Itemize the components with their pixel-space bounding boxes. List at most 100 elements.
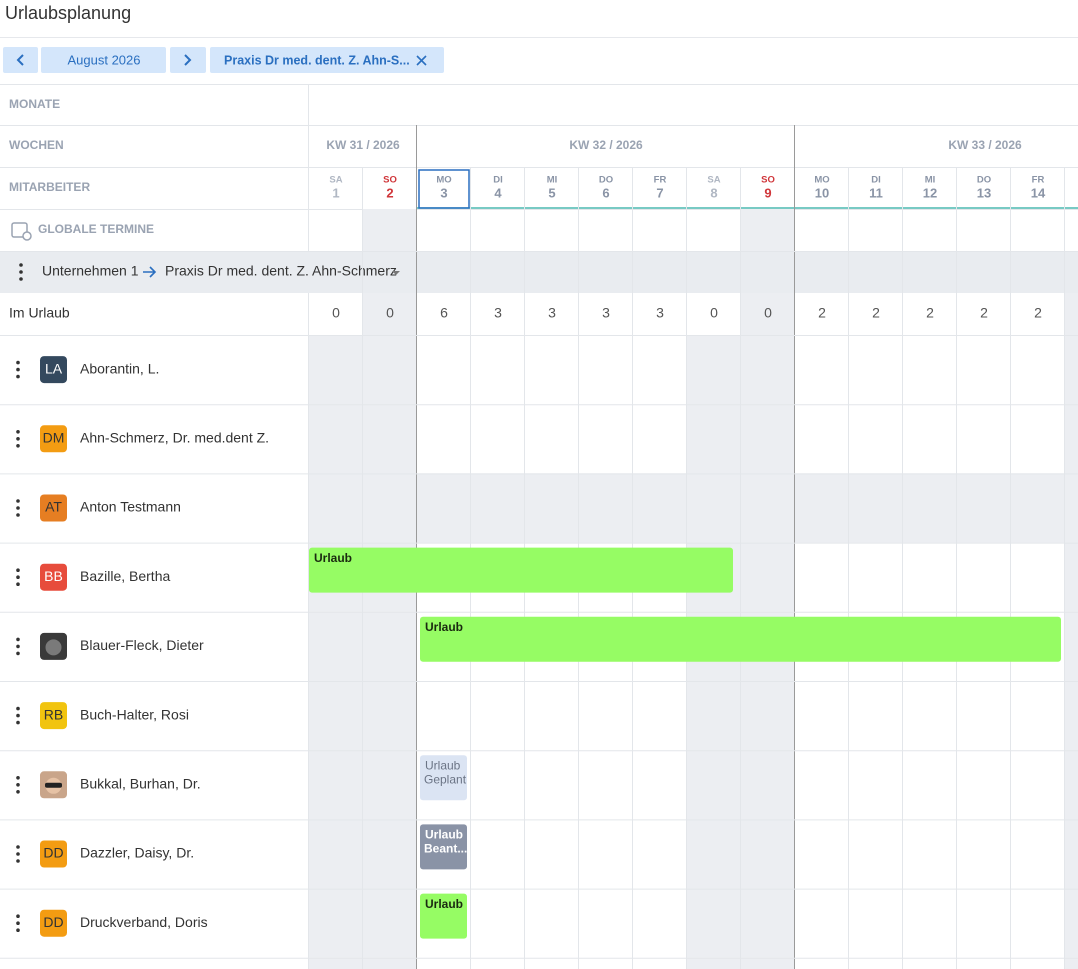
weekend-cell (741, 293, 795, 335)
event-status[interactable]: Beant... (424, 842, 467, 856)
weekend-cell (309, 957, 363, 969)
avatar-initials: BB (44, 568, 63, 584)
caret[interactable] (392, 271, 400, 275)
kebab-dot[interactable] (16, 637, 20, 642)
weekend-cell (957, 473, 1011, 543)
prev-button[interactable] (3, 47, 38, 73)
button-bg[interactable] (170, 47, 206, 73)
kebab-dot[interactable] (16, 928, 20, 932)
kebab-dot[interactable] (16, 859, 20, 863)
chevron-left[interactable] (16, 54, 24, 66)
kebab-dot[interactable] (16, 367, 20, 372)
kebab-dot[interactable] (16, 437, 20, 441)
filter-chip[interactable]: Praxis Dr med. dent. Z. Ahn-S... (210, 47, 444, 73)
day-number: 13 (977, 185, 991, 200)
employee-name: Bukkal, Burhan, Dr. (80, 776, 201, 792)
event-label[interactable]: Urlaub (314, 551, 352, 565)
practice[interactable]: Praxis Dr med. dent. Z. Ahn-Schmerz (165, 263, 397, 279)
weekend-cell (1065, 611, 1078, 681)
month-button[interactable]: August 2026 (41, 47, 166, 73)
weekend-cell (363, 404, 417, 474)
vacation-count: 2 (1034, 305, 1042, 321)
avatar-initials: DD (43, 914, 63, 930)
kebab-dot[interactable] (16, 575, 20, 579)
kebab-dot[interactable] (16, 430, 20, 434)
event-status[interactable]: Geplant (424, 772, 467, 786)
vacation-event[interactable] (420, 893, 467, 939)
kebab-dot[interactable] (16, 360, 20, 365)
day-number: 6 (602, 185, 609, 200)
weekend-cell (903, 473, 957, 543)
kebab-dot[interactable] (16, 783, 20, 787)
weekend-cell (363, 473, 417, 543)
vacation-count: 0 (764, 305, 772, 321)
vacation-count: 3 (494, 305, 502, 321)
clock-icon (22, 231, 32, 241)
employee-name: Dazzler, Daisy, Dr. (80, 845, 194, 861)
kebab-dot[interactable] (19, 263, 23, 267)
vacation-event[interactable] (420, 755, 467, 801)
weekend-cell (363, 611, 417, 681)
weekday: DO (599, 175, 613, 186)
chevron-right[interactable] (184, 54, 192, 66)
button-bg[interactable] (3, 47, 38, 73)
group-row (0, 251, 1078, 293)
weekend-cell (525, 473, 579, 543)
next-button[interactable] (170, 47, 206, 73)
calendar-grid: MONATE WOCHEN MITARBEITER GLOBALE TERMINE KW… (0, 84, 1078, 969)
weekday: SA (707, 175, 720, 186)
kebab-dot[interactable] (16, 444, 20, 448)
kebab-dot[interactable] (16, 776, 20, 780)
kebab-dot[interactable] (16, 921, 20, 925)
kebab-dot[interactable] (16, 651, 20, 656)
day-number: 1 (332, 185, 339, 200)
weekend-cell (309, 750, 363, 820)
avatar-initials: RB (44, 706, 63, 722)
kebab-dot[interactable] (19, 277, 23, 281)
kebab-dot[interactable] (16, 644, 20, 649)
chip-bg[interactable] (210, 47, 444, 73)
kebab-dot[interactable] (16, 568, 20, 572)
weekend-cell (687, 335, 741, 405)
weekend-cell (1065, 335, 1078, 405)
event-label[interactable]: Urlaub (425, 897, 463, 911)
event-label[interactable]: Urlaub (425, 758, 461, 772)
filter-label[interactable]: Praxis Dr med. dent. Z. Ahn-S... (224, 53, 410, 67)
avatar-initials: DM (43, 430, 65, 446)
kebab-dot[interactable] (16, 845, 20, 849)
weekend-cell (741, 542, 795, 612)
vacation-event[interactable] (420, 824, 467, 870)
absent-row (417, 473, 471, 543)
kebab-dot[interactable] (16, 720, 20, 725)
weekend-cell (687, 888, 741, 958)
weekday: MI (547, 175, 558, 186)
kebab-dot[interactable] (16, 506, 20, 510)
event-label[interactable]: Urlaub (425, 828, 463, 842)
weekend-cell (1065, 404, 1078, 474)
vacation-count: 3 (548, 305, 556, 321)
weekend-cell (741, 819, 795, 889)
kebab-dot[interactable] (16, 499, 20, 503)
month-label[interactable]: August 2026 (67, 52, 140, 67)
weekend-cell (309, 681, 363, 751)
vacation-count: 2 (980, 305, 988, 321)
kebab-dot[interactable] (16, 790, 20, 794)
kebab-dot[interactable] (16, 852, 20, 856)
close-icon[interactable] (416, 55, 427, 66)
kebab-dot[interactable] (19, 270, 23, 274)
vacation-event[interactable] (420, 616, 1061, 662)
kebab-dot[interactable] (16, 713, 20, 718)
kebab-dot[interactable] (16, 914, 20, 918)
avatar (40, 356, 67, 384)
kebab-dot[interactable] (16, 582, 20, 586)
employee-name: Buch-Halter, Rosi (80, 706, 189, 722)
kebab-dot[interactable] (16, 374, 20, 379)
vacation-count: 6 (440, 305, 448, 321)
event-label[interactable]: Urlaub (425, 620, 463, 634)
employee-name: Druckverband, Doris (80, 914, 208, 930)
button-bg[interactable] (41, 47, 166, 73)
vacation-event[interactable] (309, 547, 733, 593)
kebab-dot[interactable] (16, 513, 20, 517)
kebab-dot[interactable] (16, 706, 20, 711)
avatar-initials: LA (45, 360, 63, 376)
